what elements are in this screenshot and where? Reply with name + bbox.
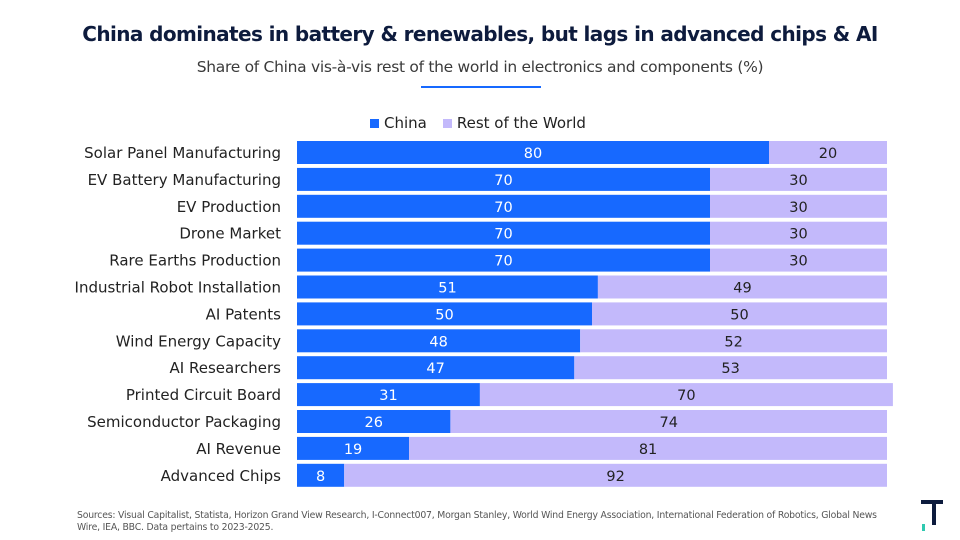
data-label-rest-of-world-ai-revenue: 81 bbox=[639, 442, 657, 458]
data-label-china-printed-circuit-board: 31 bbox=[379, 388, 397, 404]
data-label-china-ai-revenue: 19 bbox=[344, 442, 362, 458]
data-label-rest-of-world-ev-battery-manufacturing: 30 bbox=[789, 173, 807, 189]
category-label-advanced-chips: Advanced Chips bbox=[161, 467, 282, 485]
data-label-rest-of-world-ai-patents: 50 bbox=[730, 307, 748, 323]
category-label-industrial-robot-installation: Industrial Robot Installation bbox=[75, 279, 281, 297]
bar-china-rare-earths-production bbox=[297, 248, 710, 272]
data-label-china-solar-panel-manufacturing: 80 bbox=[524, 146, 542, 162]
data-label-china-advanced-chips: 8 bbox=[316, 469, 325, 485]
bar-china-ev-production bbox=[297, 194, 710, 218]
chart-subtitle: Share of China vis-à-vis rest of the wor… bbox=[196, 58, 764, 76]
data-label-rest-of-world-advanced-chips: 92 bbox=[606, 469, 624, 485]
category-label-ev-production: EV Production bbox=[177, 198, 281, 216]
bar-china-wind-energy-capacity bbox=[297, 329, 581, 353]
bar-rest-of-world-rare-earths-production bbox=[710, 248, 887, 272]
bar-rest-of-world-ev-battery-manufacturing bbox=[710, 167, 887, 191]
category-label-ai-patents: AI Patents bbox=[206, 305, 282, 323]
category-label-wind-energy-capacity: Wind Energy Capacity bbox=[116, 332, 281, 350]
category-label-drone-market: Drone Market bbox=[179, 225, 281, 243]
legend-swatch-rest-of-world bbox=[442, 118, 452, 128]
bar-china-advanced-chips bbox=[297, 463, 345, 487]
bar-rest-of-world-ai-revenue bbox=[409, 436, 887, 460]
legend-item-china: China bbox=[370, 114, 427, 132]
bar-china-semiconductor-packaging bbox=[297, 410, 451, 433]
bar-china-printed-circuit-board bbox=[297, 383, 480, 407]
bar-rest-of-world-ev-production bbox=[710, 194, 887, 218]
bar-china-ai-revenue bbox=[297, 436, 410, 460]
data-label-china-semiconductor-packaging: 26 bbox=[364, 415, 382, 431]
bar-rest-of-world-solar-panel-manufacturing bbox=[769, 141, 887, 164]
data-label-china-rare-earths-production: 70 bbox=[494, 254, 512, 270]
data-label-rest-of-world-solar-panel-manufacturing: 20 bbox=[819, 146, 837, 162]
data-label-china-wind-energy-capacity: 48 bbox=[429, 334, 447, 350]
bar-rest-of-world-wind-energy-capacity bbox=[580, 329, 887, 353]
stylized-t-logo-icon bbox=[921, 500, 943, 531]
data-label-rest-of-world-wind-energy-capacity: 52 bbox=[724, 334, 742, 350]
data-label-china-ev-production: 70 bbox=[494, 200, 512, 216]
bar-rest-of-world-printed-circuit-board bbox=[479, 383, 893, 407]
data-label-china-drone-market: 70 bbox=[494, 227, 512, 243]
legend-swatch-china bbox=[370, 118, 379, 128]
data-label-china-ai-patents: 50 bbox=[435, 307, 453, 323]
title-underline bbox=[421, 86, 541, 88]
chart-legend: China Rest of the World bbox=[370, 113, 602, 133]
bar-china-solar-panel-manufacturing bbox=[297, 141, 769, 164]
category-label-ai-revenue: AI Revenue bbox=[196, 440, 281, 458]
bar-china-ev-battery-manufacturing bbox=[297, 167, 710, 191]
data-label-china-ai-researchers: 47 bbox=[426, 361, 444, 377]
data-label-rest-of-world-semiconductor-packaging: 74 bbox=[659, 415, 677, 431]
bar-china-industrial-robot-installation bbox=[297, 275, 598, 299]
bar-rest-of-world-drone-market bbox=[710, 221, 887, 245]
category-label-ai-researchers: AI Researchers bbox=[170, 359, 282, 377]
bar-china-ai-researchers bbox=[297, 356, 575, 380]
bar-china-drone-market bbox=[297, 221, 710, 245]
data-label-rest-of-world-ev-production: 30 bbox=[789, 200, 807, 216]
bar-rest-of-world-industrial-robot-installation bbox=[597, 275, 887, 299]
category-label-rare-earths-production: Rare Earths Production bbox=[109, 252, 281, 270]
bar-rest-of-world-advanced-chips bbox=[344, 463, 887, 487]
bar-rest-of-world-ai-researchers bbox=[574, 356, 887, 380]
category-label-solar-panel-manufacturing: Solar Panel Manufacturing bbox=[84, 144, 281, 162]
legend-label-china: China bbox=[384, 114, 427, 132]
bar-rest-of-world-ai-patents bbox=[592, 302, 887, 326]
bar-rest-of-world-semiconductor-packaging bbox=[450, 410, 887, 433]
chart-title: China dominates in battery & renewables,… bbox=[82, 22, 878, 46]
source-note: Sources: Visual Capitalist, Statista, Ho… bbox=[77, 510, 877, 533]
data-label-rest-of-world-rare-earths-production: 30 bbox=[789, 254, 807, 270]
data-label-rest-of-world-ai-researchers: 53 bbox=[721, 361, 739, 377]
bar-china-ai-patents bbox=[297, 302, 592, 326]
category-label-ev-battery-manufacturing: EV Battery Manufacturing bbox=[88, 171, 281, 189]
data-label-rest-of-world-printed-circuit-board: 70 bbox=[677, 388, 695, 404]
data-label-rest-of-world-drone-market: 30 bbox=[789, 227, 807, 243]
data-label-rest-of-world-industrial-robot-installation: 49 bbox=[733, 281, 751, 297]
category-label-semiconductor-packaging: Semiconductor Packaging bbox=[87, 413, 281, 431]
legend-item-rest-of-world: Rest of the World bbox=[442, 114, 586, 132]
category-label-printed-circuit-board: Printed Circuit Board bbox=[126, 386, 281, 404]
legend-label-rest-of-world: Rest of the World bbox=[456, 114, 586, 132]
data-label-china-industrial-robot-installation: 51 bbox=[438, 281, 456, 297]
data-label-china-ev-battery-manufacturing: 70 bbox=[494, 173, 512, 189]
